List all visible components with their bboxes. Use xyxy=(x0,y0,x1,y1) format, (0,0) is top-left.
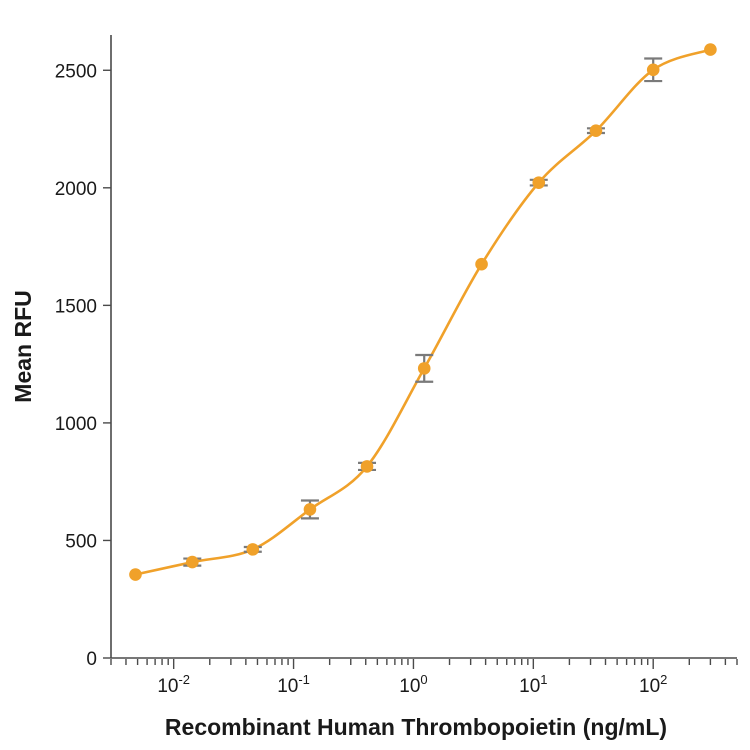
data-point xyxy=(589,124,603,137)
x-tick-label: 100 xyxy=(399,672,427,697)
data-point xyxy=(129,568,142,581)
data-point xyxy=(475,257,488,271)
x-axis-title: Recombinant Human Thrombopoietin (ng/mL) xyxy=(165,714,667,740)
data-point xyxy=(417,362,431,375)
y-axis-title: Mean RFU xyxy=(10,290,36,402)
y-tick-label: 1500 xyxy=(55,296,97,317)
data-points xyxy=(129,43,717,581)
data-point xyxy=(360,460,374,473)
y-tick-label: 0 xyxy=(86,649,97,670)
y-tick-label: 2500 xyxy=(55,61,97,82)
y-tick-label: 2000 xyxy=(55,179,97,200)
data-point xyxy=(246,543,260,556)
data-point xyxy=(303,503,317,516)
data-point xyxy=(186,555,199,569)
x-tick-label: 10-1 xyxy=(277,672,310,697)
fit-curve xyxy=(135,48,711,576)
y-tick-label: 1000 xyxy=(55,414,97,435)
data-point xyxy=(704,43,717,56)
x-tick-label: 101 xyxy=(519,672,547,697)
data-point xyxy=(532,176,546,189)
x-tick-label: 10-2 xyxy=(157,672,190,697)
y-tick-label: 500 xyxy=(65,531,97,552)
x-tick-label: 102 xyxy=(639,672,667,697)
x-ticks: 10-2 10-1 100 101 102 xyxy=(110,659,738,697)
y-ticks: 0 500 1000 1500 2000 2500 xyxy=(55,61,111,670)
data-point xyxy=(646,63,660,77)
axes xyxy=(110,35,737,659)
